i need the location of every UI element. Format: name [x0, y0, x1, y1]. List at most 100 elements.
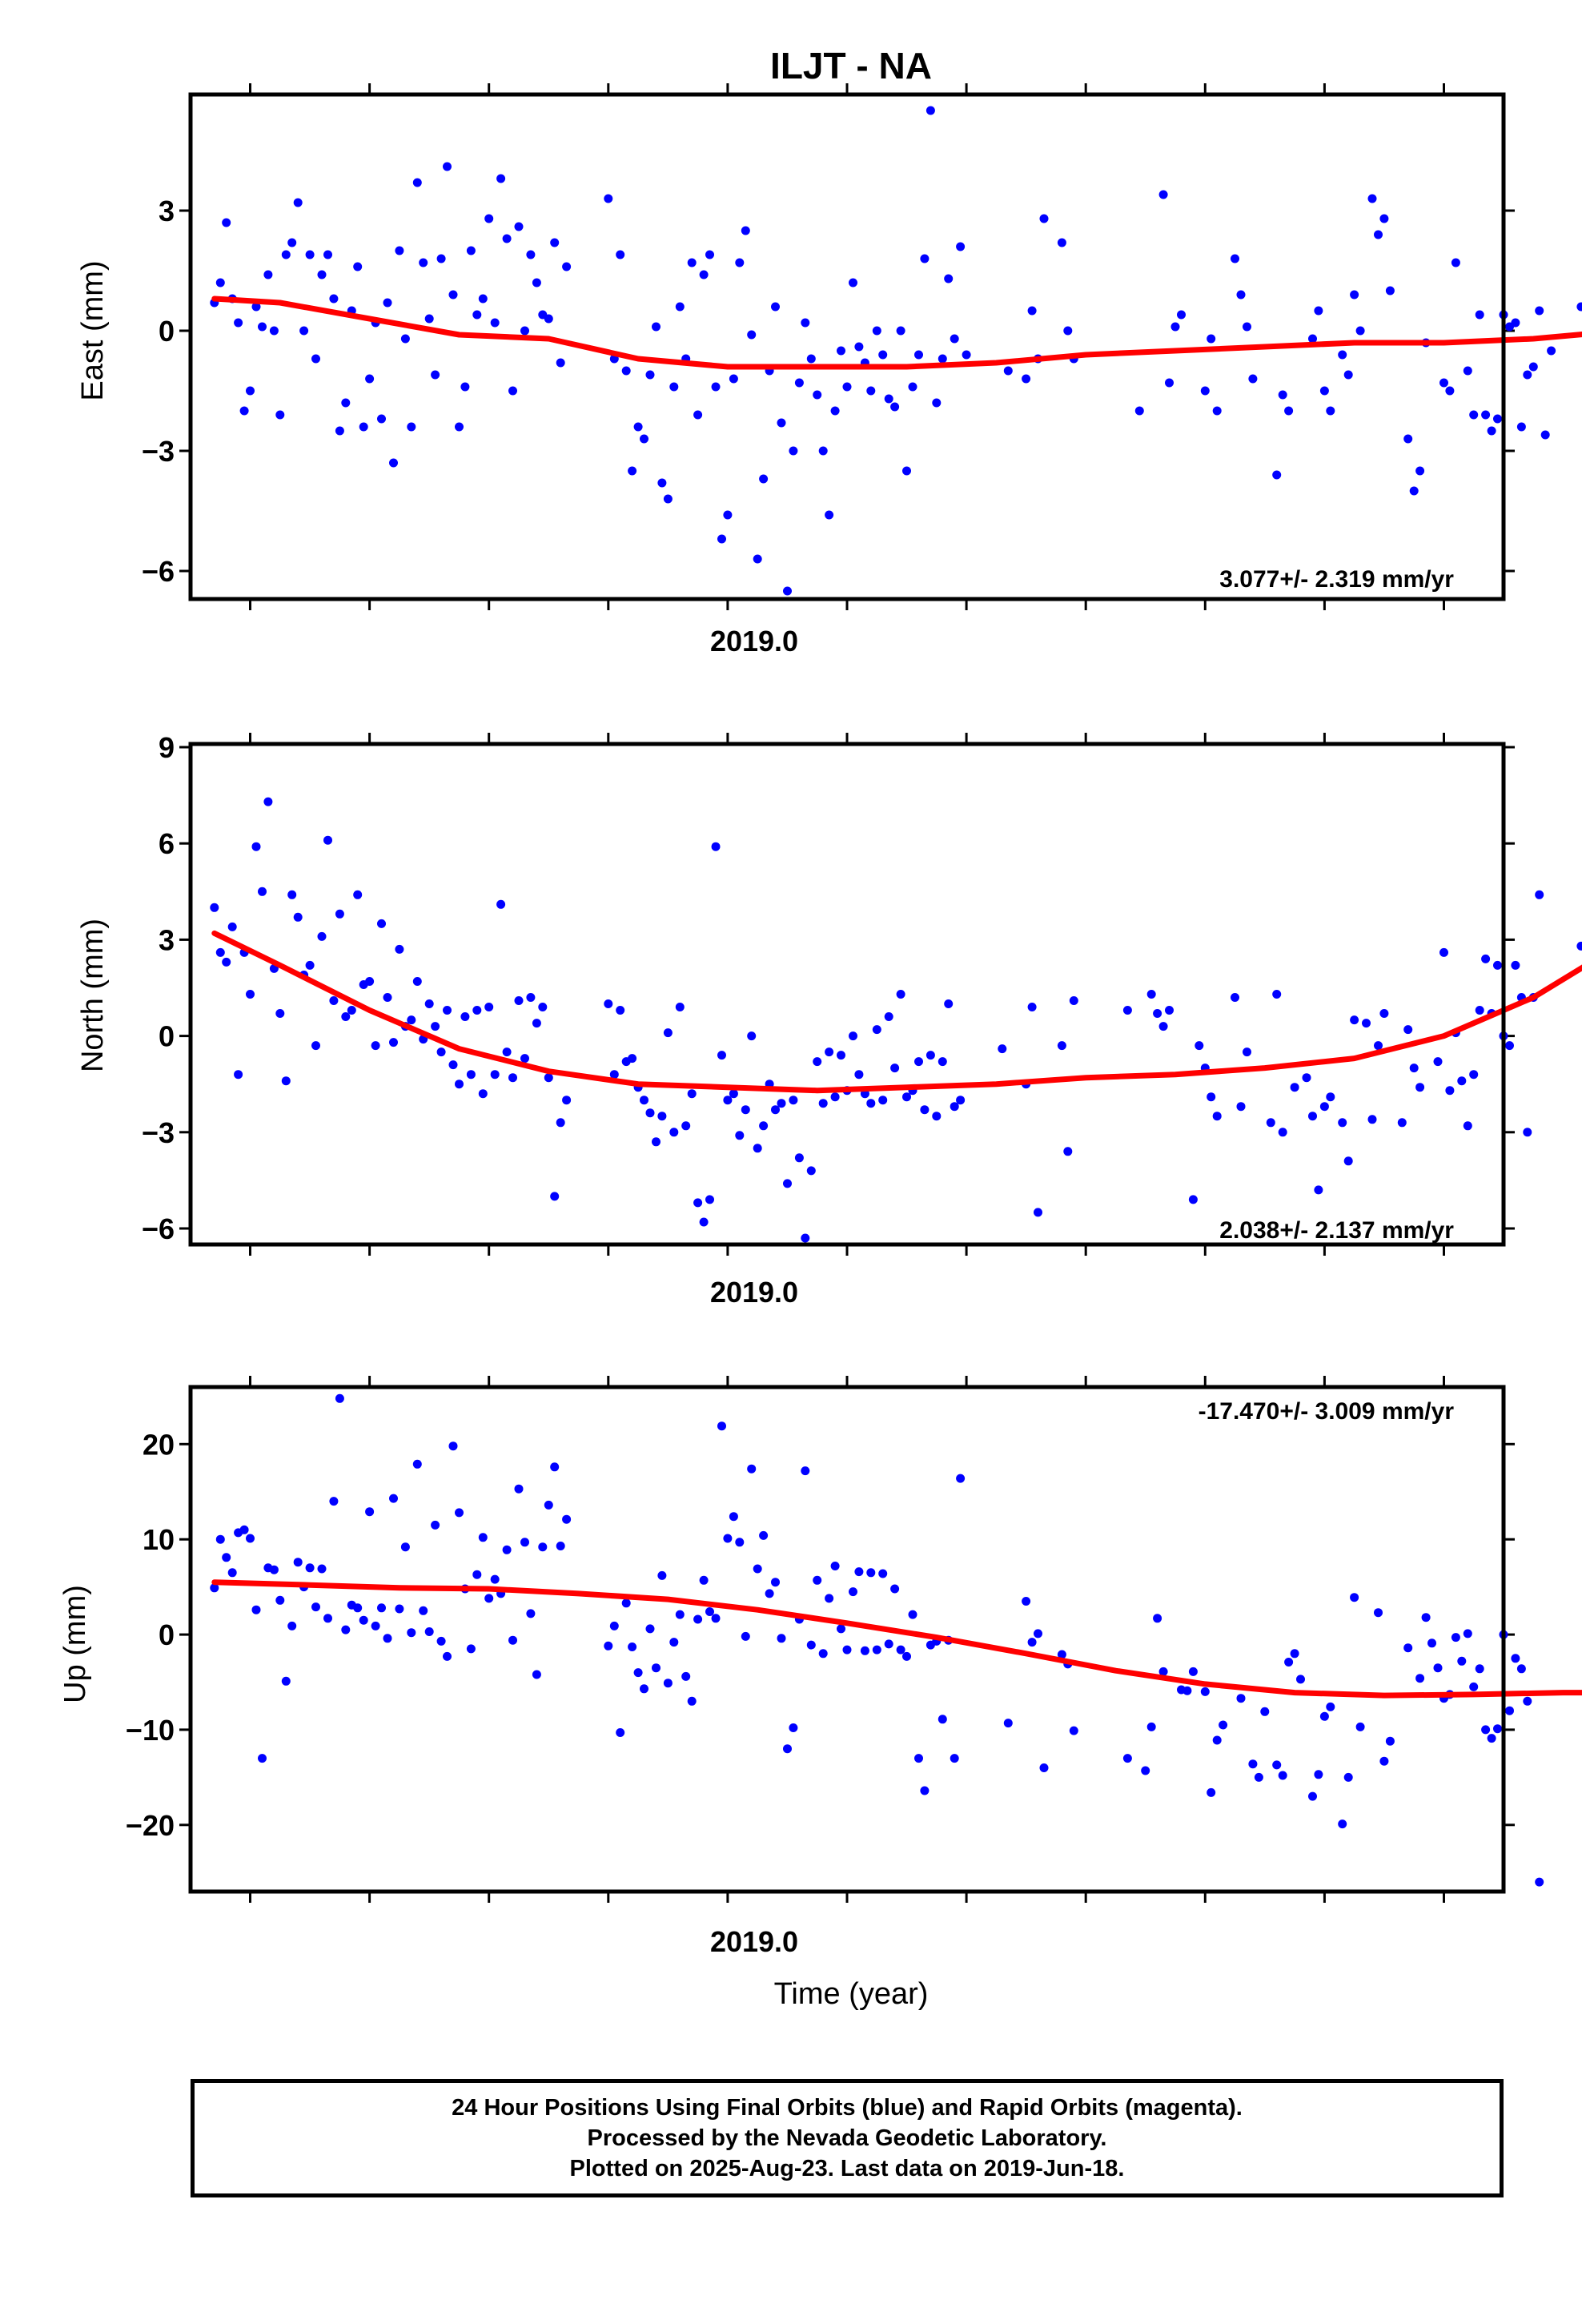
north-data-point [1069, 996, 1078, 1005]
up-data-point [251, 1605, 261, 1614]
east-data-point [514, 222, 524, 231]
east-data-point [1535, 306, 1544, 316]
east-data-point [920, 254, 930, 263]
up-data-point [896, 1645, 905, 1655]
north-data-point [723, 1096, 733, 1105]
east-data-point [1207, 334, 1216, 344]
up-data-point [765, 1589, 774, 1598]
north-data-point [1122, 1006, 1132, 1015]
east-data-point [1212, 406, 1222, 416]
east-data-point [443, 162, 452, 171]
up-data-point [210, 1583, 219, 1593]
north-data-point [1278, 1128, 1287, 1137]
east-data-point [466, 246, 476, 255]
up-data-point [878, 1569, 888, 1578]
up-data-point [1326, 1702, 1335, 1711]
east-rate-label: 3.077+/- 2.319 mm/yr [1219, 566, 1454, 593]
up-data-point [640, 1684, 648, 1694]
north-data-point [729, 1089, 738, 1099]
up-data-point [813, 1575, 822, 1585]
east-data-point [962, 350, 971, 360]
east-data-point [455, 422, 464, 432]
north-data-point [407, 1015, 416, 1025]
east-data-point [520, 326, 529, 336]
up-data-point [609, 1621, 619, 1630]
east-data-point [663, 494, 673, 504]
up-data-point [526, 1609, 536, 1618]
east-data-point [478, 294, 488, 304]
up-data-point [1487, 1734, 1496, 1743]
north-data-point [705, 1195, 714, 1204]
up-data-point [1493, 1724, 1502, 1734]
footer-box: 24 Hour Positions Using Final Orbits (bl… [191, 2079, 1504, 2197]
north-data-point [866, 1099, 876, 1108]
east-data-point [329, 294, 339, 304]
east-y-tick-label: 0 [159, 315, 175, 348]
north-data-point [1326, 1092, 1335, 1102]
east-data-point [1374, 230, 1383, 239]
up-data-point [830, 1562, 840, 1570]
north-data-point [609, 1070, 619, 1080]
east-data-point [1528, 362, 1538, 372]
east-data-point [657, 478, 667, 488]
east-data-point [1350, 290, 1359, 300]
north-data-point [902, 1092, 911, 1102]
east-data-point [275, 410, 285, 420]
east-data-point [1355, 326, 1365, 336]
north-data-point [789, 1096, 798, 1105]
north-x-tick-label: 2019.0 [710, 1276, 798, 1309]
east-data-point [914, 350, 923, 360]
north-data-point [741, 1105, 750, 1115]
east-data-point [1243, 322, 1251, 332]
up-data-point [645, 1624, 655, 1634]
up-data-point [1421, 1613, 1431, 1622]
up-data-point [1535, 1877, 1544, 1887]
north-data-point [1308, 1112, 1317, 1121]
east-data-point [705, 250, 714, 259]
north-data-point [1165, 1006, 1174, 1015]
north-data-point [353, 890, 363, 899]
up-data-point [621, 1598, 631, 1608]
up-data-point [323, 1614, 332, 1623]
up-data-point [1469, 1682, 1479, 1691]
north-data-point [1338, 1118, 1347, 1128]
east-data-point [341, 398, 351, 408]
up-data-point [735, 1538, 745, 1547]
north-data-point [711, 842, 721, 851]
up-data-point [227, 1568, 237, 1578]
east-data-point [735, 258, 745, 267]
up-plot-frame [188, 1385, 1506, 1894]
north-fit-line [211, 930, 1582, 1094]
up-data-point [258, 1754, 267, 1763]
east-data-point [299, 326, 309, 336]
up-data-point [825, 1594, 834, 1603]
north-y-tick-label: 3 [159, 923, 175, 956]
north-data-point [806, 1166, 816, 1176]
north-data-point [215, 947, 225, 957]
up-data-point [484, 1594, 494, 1603]
north-data-point [932, 1112, 942, 1121]
east-data-point [849, 278, 857, 287]
north-data-point [365, 977, 375, 986]
north-data-point [1576, 941, 1582, 951]
east-data-point [412, 178, 422, 187]
x-axis-title: Time (year) [774, 1977, 929, 2011]
up-data-point [1355, 1722, 1365, 1731]
up-data-point [448, 1441, 458, 1451]
east-data-point [395, 246, 404, 255]
north-data-point [759, 1121, 769, 1131]
east-data-point [604, 194, 613, 203]
up-data-point [604, 1641, 613, 1651]
up-data-point [633, 1668, 643, 1678]
east-data-point [508, 386, 517, 396]
north-data-point [424, 999, 434, 1008]
east-data-point [1284, 406, 1294, 416]
up-data-point [215, 1534, 225, 1544]
north-data-point [490, 1070, 500, 1080]
north-data-point [872, 1025, 881, 1035]
up-data-point [556, 1542, 565, 1550]
up-data-point [239, 1525, 249, 1534]
east-data-point [1308, 334, 1317, 344]
north-data-point [1231, 993, 1239, 1002]
up-data-point [353, 1603, 363, 1613]
